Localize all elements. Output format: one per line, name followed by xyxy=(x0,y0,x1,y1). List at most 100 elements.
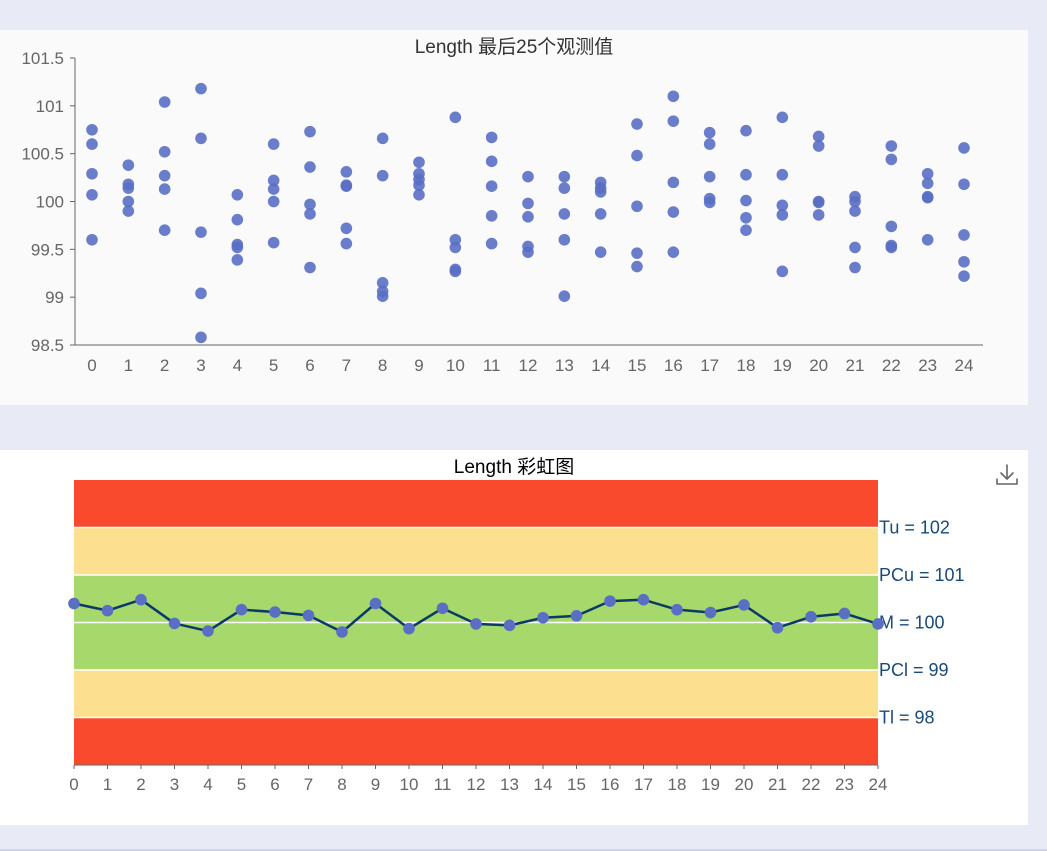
scatter-point xyxy=(776,168,789,181)
rainbow-point xyxy=(838,607,851,620)
scatter-point xyxy=(921,167,934,180)
scatter-point xyxy=(958,178,970,191)
scatter-y-tick-label: 101.5 xyxy=(21,49,64,68)
scatter-x-tick-label: 8 xyxy=(378,356,387,375)
scatter-x-tick-label: 3 xyxy=(196,356,205,375)
rainbow-x-tick-label: 7 xyxy=(304,775,313,794)
scatter-point xyxy=(849,205,861,217)
rainbow-band xyxy=(74,527,878,575)
scatter-point xyxy=(776,199,789,212)
scatter-chart: Length 最后25个观测值 98.5 99 99.5 10 0 100.5 101 101.… xyxy=(21,36,983,375)
scatter-point xyxy=(195,226,207,238)
scatter-title: Length 最后25个观测值 xyxy=(415,36,614,58)
scatter-point xyxy=(340,179,353,192)
rainbow-x-tick-label: 12 xyxy=(467,775,486,794)
rainbow-point xyxy=(604,595,616,607)
scatter-point xyxy=(267,138,280,150)
rainbow-point xyxy=(671,603,683,616)
rainbow-point xyxy=(68,597,80,610)
rainbow-point xyxy=(805,611,817,623)
scatter-point xyxy=(522,170,534,183)
rainbow-point xyxy=(403,622,415,635)
scatter-point xyxy=(594,176,607,189)
rainbow-point xyxy=(637,593,650,606)
scatter-point xyxy=(740,168,752,181)
rainbow-x-tick-label: 15 xyxy=(567,775,586,794)
rainbow-x-tick-label: 17 xyxy=(634,775,653,794)
scatter-y-tick-label: 101 xyxy=(36,97,64,116)
rainbow-x-tick-label: 21 xyxy=(768,775,787,794)
scatter-point xyxy=(376,277,389,289)
scatter-x-tick-label: 4 xyxy=(233,356,242,375)
scatter-point xyxy=(86,123,98,136)
scatter-point xyxy=(231,189,244,201)
scatter-point xyxy=(376,169,389,182)
rainbow-x-tick-label: 11 xyxy=(434,775,452,794)
scatter-x-tick-label: 20 xyxy=(809,356,828,375)
scatter-point xyxy=(594,246,607,259)
scatter-x-tick-label: 18 xyxy=(737,356,756,375)
scatter-x-tick-label: 21 xyxy=(846,356,865,375)
download-icon[interactable] xyxy=(994,462,1020,488)
scatter-point xyxy=(740,194,752,207)
scatter-point xyxy=(740,224,752,236)
scatter-point xyxy=(958,229,970,241)
scatter-point xyxy=(304,208,316,220)
scatter-point xyxy=(667,115,680,127)
scatter-point xyxy=(703,170,716,183)
scatter-point xyxy=(594,208,607,220)
scatter-point xyxy=(958,255,970,268)
scatter-point xyxy=(304,198,316,211)
rainbow-x-tick-label: 8 xyxy=(337,775,346,794)
scatter-point xyxy=(413,189,425,201)
rainbow-limit-label: Tu = 102 xyxy=(879,518,950,538)
scatter-point xyxy=(849,190,861,203)
scatter-point xyxy=(776,111,789,124)
rainbow-x-tick-label: 13 xyxy=(500,775,519,794)
rainbow-point xyxy=(537,611,549,624)
rainbow-point xyxy=(470,618,482,630)
scatter-x-tick-label: 22 xyxy=(882,356,901,375)
scatter-point xyxy=(86,189,98,201)
scatter-x-tick-label: 10 xyxy=(446,356,465,375)
scatter-y-tick-label: 100.5 xyxy=(21,145,64,164)
rainbow-x-tick-label: 1 xyxy=(103,775,112,794)
rainbow-point xyxy=(570,610,583,622)
scatter-point xyxy=(558,208,571,220)
scatter-point xyxy=(122,159,135,171)
rainbow-point xyxy=(235,603,248,616)
scatter-point xyxy=(267,236,280,249)
scatter-y-tick-label: 99.5 xyxy=(31,240,64,259)
scatter-y-tick-label: 99 xyxy=(45,288,64,307)
rainbow-point xyxy=(302,609,315,622)
rainbow-x-tick-label: 14 xyxy=(534,775,553,794)
scatter-point xyxy=(449,111,462,124)
scatter-point xyxy=(812,195,825,208)
scatter-point xyxy=(86,233,98,246)
scatter-point xyxy=(631,247,643,259)
rainbow-point xyxy=(503,619,516,632)
rainbow-point xyxy=(369,597,382,610)
scatter-point xyxy=(631,200,643,213)
scatter-x-tick-label: 15 xyxy=(628,356,647,375)
scatter-point xyxy=(849,261,861,274)
scatter-point xyxy=(267,183,280,195)
scatter-point xyxy=(812,209,825,221)
scatter-point xyxy=(558,170,571,183)
scatter-point xyxy=(449,263,462,276)
scatter-x-tick-label: 0 xyxy=(87,356,96,375)
scatter-x-tick-label: 19 xyxy=(773,356,792,375)
scatter-point xyxy=(885,140,898,152)
scatter-point xyxy=(885,239,898,252)
scatter-point xyxy=(667,206,680,218)
scatter-point xyxy=(885,153,898,166)
scatter-point xyxy=(485,155,498,168)
scatter-point xyxy=(376,132,389,145)
rainbow-x-tick-label: 0 xyxy=(69,775,78,794)
scatter-point xyxy=(958,270,970,282)
scatter-point xyxy=(667,176,680,189)
scatter-y-tick-label: 98.5 xyxy=(31,336,64,355)
rainbow-x-tick-label: 18 xyxy=(668,775,687,794)
rainbow-band xyxy=(74,670,878,718)
scatter-point xyxy=(304,261,316,274)
